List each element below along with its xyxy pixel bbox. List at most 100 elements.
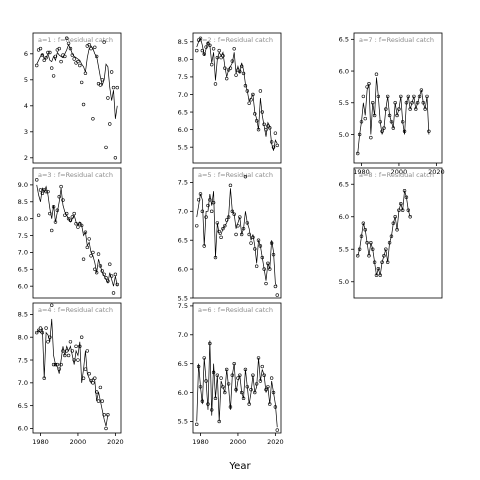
observed-point (48, 211, 52, 216)
observed-point (425, 94, 429, 99)
observed-point (239, 390, 244, 395)
observed-point (262, 267, 266, 271)
observed-point (76, 59, 80, 64)
x-tick-label: 1980 (32, 438, 49, 446)
observed-point (64, 36, 69, 40)
observed-point (258, 244, 263, 248)
panel-a3: a=3 : f=Residual catch 6.0 6.5 7.0 7.5 8.0 8.5… (18, 167, 122, 299)
fitted-line (36, 318, 109, 427)
observed-point (369, 135, 373, 140)
y-tick-label: 5.5 (178, 418, 188, 426)
observed-point (200, 209, 205, 214)
observed-point (78, 63, 82, 68)
observed-point (410, 101, 414, 105)
observed-point (260, 110, 264, 114)
observed-point (42, 376, 46, 380)
observed-point (374, 72, 379, 76)
observed-point (72, 358, 76, 362)
observed-point (38, 188, 43, 192)
observed-point (113, 272, 118, 277)
observed-point (258, 89, 263, 93)
observed-point (85, 245, 90, 250)
observed-point (87, 372, 91, 376)
observed-point (356, 151, 360, 156)
panel-a4: a=4 : f=Residual catch 6.0 6.5 7.0 7.5 8.0 8.5… (18, 302, 124, 446)
observed-point (40, 330, 45, 335)
observed-point (262, 373, 266, 377)
observed-point (98, 264, 103, 268)
observed-point (378, 273, 382, 277)
observed-point (215, 55, 220, 60)
y-tick-label: 6.0 (178, 389, 188, 397)
observed-point (251, 373, 255, 377)
observed-point (93, 267, 97, 271)
observed-point (397, 107, 401, 111)
observed-point (223, 390, 227, 395)
observed-point (228, 405, 233, 409)
y-tick-label: 3 (24, 128, 28, 136)
observed-point (46, 340, 50, 344)
observed-point (109, 70, 114, 74)
observed-point (78, 222, 82, 226)
observed-point (57, 195, 61, 199)
observed-point (223, 224, 227, 228)
y-tick-label: 7.5 (18, 232, 28, 240)
fitted-line (196, 37, 278, 151)
observed-point (357, 132, 362, 137)
observed-point (260, 255, 264, 260)
observed-point (254, 382, 259, 386)
observed-point (198, 385, 203, 389)
observed-point (50, 303, 54, 307)
observed-point (243, 174, 248, 179)
observed-point (200, 399, 205, 403)
observed-point (228, 66, 233, 70)
observed-point (96, 252, 101, 256)
observed-point (44, 189, 48, 194)
panel-frame (192, 302, 282, 434)
y-tick-label: 7.5 (178, 302, 188, 310)
observed-point (42, 188, 46, 192)
observed-point (275, 428, 279, 432)
observed-point (68, 218, 73, 223)
observed-point (91, 117, 95, 121)
observed-point (384, 107, 388, 111)
observed-point (104, 276, 108, 280)
observed-point (253, 112, 257, 116)
observed-point (115, 282, 119, 287)
observed-point (247, 101, 251, 105)
panel-a1: a=1 : f=Residual catch 2 3 4 5 6 (24, 32, 122, 164)
x-tick-label: 2000 (230, 438, 247, 446)
observed-point (221, 226, 225, 231)
observed-point (399, 94, 403, 99)
observed-point (42, 58, 46, 62)
x-tick-label: 1980 (353, 168, 370, 176)
observed-point (245, 385, 250, 389)
observed-point (268, 126, 272, 130)
observed-point (243, 83, 248, 88)
observed-point (59, 59, 63, 64)
observed-point (70, 349, 75, 353)
fitted-line (196, 340, 278, 428)
observed-point (206, 402, 210, 406)
y-tick-label: 8.5 (178, 38, 188, 46)
observed-point (98, 385, 103, 390)
observed-point (247, 402, 251, 406)
observed-point (372, 260, 377, 264)
observed-point (66, 41, 71, 46)
observed-point (230, 373, 235, 377)
observed-point (94, 270, 99, 275)
observed-point (206, 41, 210, 46)
observed-point (397, 208, 401, 212)
observed-point (221, 54, 225, 58)
observed-point (55, 208, 60, 212)
observed-point (44, 55, 48, 60)
observed-point (96, 399, 101, 403)
observed-point (68, 340, 73, 344)
observed-point (363, 116, 367, 121)
observed-point (100, 269, 104, 273)
observed-point (400, 120, 405, 124)
observed-point (53, 54, 58, 59)
panel-title: a=8 : f=Residual catch (359, 171, 434, 179)
y-tick-label: 6.0 (178, 126, 188, 134)
observed-point (74, 222, 78, 226)
